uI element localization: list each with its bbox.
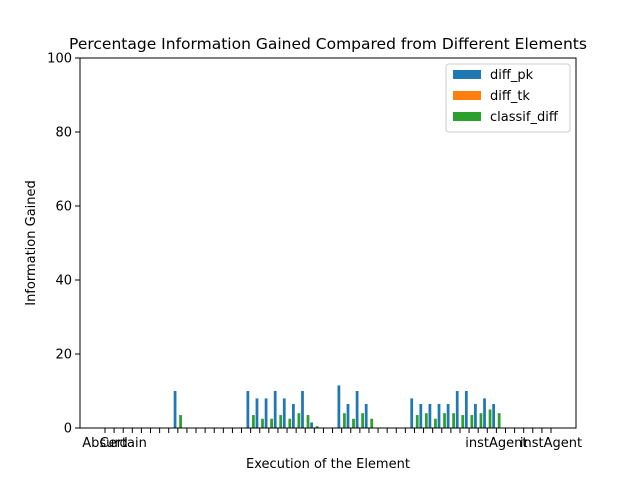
bar-diff_pk-19 (273, 391, 277, 428)
bar-diff_pk-42 (483, 398, 486, 428)
bar-classif_diff-16 (252, 415, 255, 428)
bar-diff_pk-28 (355, 391, 359, 428)
bar-diff_pk-41 (474, 403, 477, 428)
bar-diff_pk-35 (419, 403, 423, 428)
legend: diff_pk diff_tk classif_diff (445, 63, 571, 133)
x-tick-label-49: instAgent (520, 436, 582, 451)
bar-classif_diff-34 (415, 415, 419, 428)
chart-title: Percentage Information Gained Compared f… (69, 35, 587, 53)
y-axis-title: Information Gained (24, 180, 39, 306)
bar-classif_diff-21 (297, 413, 301, 428)
bar-diff_pk-38 (446, 403, 450, 428)
bar-diff_pk-22 (301, 391, 304, 428)
bar-classif_diff-35 (424, 413, 428, 428)
bar-classif_diff-20 (288, 418, 292, 428)
bar-diff_pk-26 (337, 385, 341, 428)
plot-frame (79, 57, 577, 429)
x-tick-label-2: Certain (100, 436, 147, 451)
bar-diff_pk-23 (310, 422, 313, 428)
bar-diff_pk-36 (428, 403, 432, 428)
bar-diff_pk-8 (173, 391, 177, 428)
y-tick-label-0: 0 (64, 422, 72, 437)
bar-diff_pk-40 (464, 391, 468, 428)
bar-diff_pk-16 (246, 391, 250, 428)
bar-classif_diff-23 (315, 426, 319, 428)
y-tick-label-1: 20 (55, 348, 72, 363)
bar-diff_pk-29 (364, 403, 368, 428)
bar-classif_diff-42 (488, 409, 492, 428)
bar-classif_diff-18 (270, 418, 273, 428)
bar-classif_diff-40 (470, 415, 474, 428)
bar-classif_diff-43 (497, 413, 501, 428)
bar-diff_pk-18 (264, 398, 268, 428)
legend-swatch-diff_tk (453, 91, 481, 100)
y-axis: 0 20 40 60 80 100 (47, 52, 80, 437)
bar-diff_pk-17 (255, 398, 259, 428)
bar-classif_diff-19 (279, 415, 283, 428)
bars-layer (173, 385, 501, 428)
y-tick-label-3: 60 (55, 200, 72, 215)
bar-diff_pk-34 (410, 398, 414, 428)
bar-classif_diff-17 (261, 418, 264, 428)
bar-classif_diff-39 (461, 415, 465, 428)
y-tick-label-2: 40 (55, 274, 72, 289)
legend-swatch-diff_pk (453, 70, 481, 79)
legend-label-diff_pk: diff_pk (490, 68, 534, 83)
bar-diff_pk-37 (437, 403, 441, 428)
bar-classif_diff-36 (434, 418, 437, 428)
bar-classif_diff-41 (479, 413, 483, 428)
bar-diff_pk-39 (455, 391, 459, 428)
y-tick-label-4: 80 (55, 126, 72, 141)
x-tick-label-0: Absurd (82, 436, 128, 451)
bar-diff_pk-21 (292, 403, 295, 428)
bar-classif_diff-26 (343, 413, 346, 428)
bar-diff_pk-27 (346, 403, 350, 428)
bar-classif_diff-38 (452, 413, 456, 428)
bar-diff_pk-20 (282, 398, 286, 428)
x-axis-title: Execution of the Element (246, 457, 410, 472)
bar-classif_diff-27 (352, 418, 355, 428)
bar-classif_diff-8 (179, 415, 182, 428)
x-tick-label-43: instAgent (465, 436, 527, 451)
bar-classif_diff-22 (306, 415, 310, 428)
bar-classif_diff-37 (443, 413, 446, 428)
bar-diff_pk-43 (492, 403, 496, 428)
legend-swatch-classif_diff (453, 112, 481, 121)
legend-label-diff_tk: diff_tk (490, 89, 530, 104)
bar-classif_diff-28 (361, 413, 364, 428)
y-tick-label-5: 100 (47, 52, 72, 67)
bar-classif_diff-29 (370, 418, 374, 428)
legend-label-classif_diff: classif_diff (490, 110, 559, 125)
